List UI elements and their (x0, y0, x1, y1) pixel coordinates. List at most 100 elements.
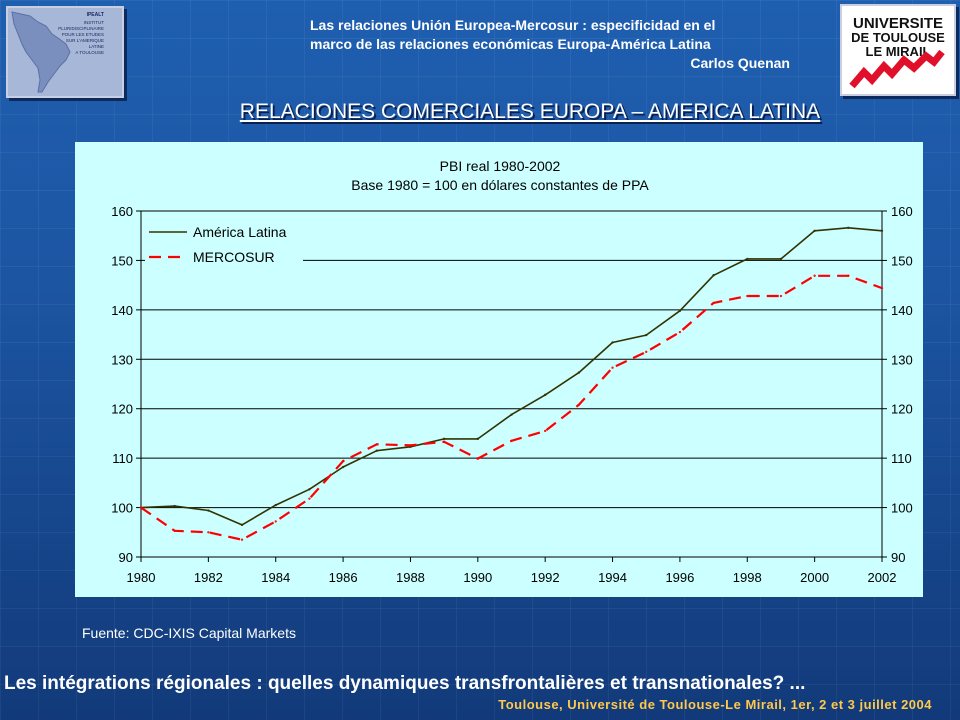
x-tick-label-1986: 1986 (329, 570, 358, 585)
data-point-s1-2000 (813, 274, 816, 277)
logo-left-text-1: INSTITUT (84, 20, 104, 25)
y-tick-label-right-150: 150 (891, 253, 913, 268)
logo-right-line-2: LE MIRAIL (866, 44, 931, 59)
chart-title: PBI real 1980-2002 (440, 158, 561, 174)
y-tick-label-right-90: 90 (891, 550, 905, 565)
y-tick-label-right-110: 110 (891, 451, 912, 466)
x-tick-label-1994: 1994 (598, 570, 627, 585)
header-line-2: marco de las relaciones económicas Europ… (310, 36, 711, 52)
data-point-s0-2002 (880, 229, 884, 232)
data-point-s0-1996 (678, 309, 682, 313)
conference-title: Les intégrations régionales : quelles dy… (4, 673, 806, 694)
y-tick-label-right-140: 140 (891, 303, 913, 318)
data-point-s1-1987 (375, 443, 378, 446)
data-point-s1-1982 (207, 531, 210, 534)
data-point-s0-1994 (611, 341, 614, 344)
data-point-s0-2000 (813, 229, 816, 232)
logo-left-text-0: IPEALT (87, 12, 104, 18)
data-point-s1-1984 (274, 520, 277, 523)
data-point-s1-1990 (476, 457, 480, 460)
x-tick-label-2000: 2000 (800, 570, 829, 585)
slide-title: RELACIONES COMERCIALES EUROPA – AMERICA … (239, 100, 821, 123)
x-tick-label-1982: 1982 (194, 570, 223, 585)
data-point-s0-1983 (240, 523, 244, 527)
logo-right-line-0: UNIVERSITE (853, 15, 943, 32)
data-point-s1-1988 (409, 444, 412, 447)
plot-frame (140, 210, 883, 558)
legend-box (145, 218, 303, 268)
data-point-s0-2001 (847, 226, 850, 230)
x-tick-label-1998: 1998 (733, 570, 762, 585)
utm-logo: UNIVERSITE DE TOULOUSE LE MIRAIL (840, 4, 956, 96)
data-point-s0-1991 (510, 413, 513, 416)
chart-area: PBI real 1980-2002 Base 1980 = 100 en dó… (75, 142, 923, 597)
ipealt-logo: IPEALT INSTITUT PLURIDISCIPLINAIRE POUR … (6, 6, 124, 98)
x-tick-label-1988: 1988 (396, 570, 425, 585)
series-line-0 (140, 227, 883, 526)
y-tick-label-left-110: 110 (112, 451, 133, 466)
logo-right-line-1: DE TOULOUSE (851, 30, 945, 45)
data-point-s1-1985 (308, 497, 311, 500)
logo-left-text-2: PLURIDISCIPLINAIRE (58, 26, 104, 31)
data-point-s1-1980 (139, 506, 143, 509)
source-note: Fuente: CDC-IXIS Capital Markets (82, 625, 296, 641)
data-point-s1-1983 (240, 538, 244, 541)
logo-left-text-4: SUR L'AMERIQUE (66, 38, 104, 43)
university-logo-icon: UNIVERSITE DE TOULOUSE LE MIRAIL (842, 6, 954, 94)
y-tick-label-left-120: 120 (111, 402, 133, 417)
x-tick-label-1980: 1980 (127, 570, 156, 585)
presentation-header: Las relaciones Unión Europea-Mercosur : … (300, 16, 790, 73)
y-tick-label-left-100: 100 (111, 501, 133, 516)
y-tick-label-right-160: 160 (891, 204, 913, 219)
header-line-1: Las relaciones Unión Europea-Mercosur : … (310, 17, 716, 33)
y-tick-label-left-130: 130 (111, 352, 133, 367)
y-tick-label-left-140: 140 (111, 303, 133, 318)
data-point-s0-1998 (746, 257, 749, 261)
data-point-s1-1981 (173, 529, 176, 533)
conference-details: Toulouse, Université de Toulouse-Le Mira… (498, 697, 932, 712)
data-point-s1-1986 (341, 459, 345, 463)
data-point-s0-1993 (577, 371, 581, 374)
data-point-s0-1986 (341, 465, 345, 469)
data-point-s1-1994 (611, 366, 614, 369)
y-tick-label-left-160: 160 (111, 204, 133, 219)
chart-subtitle: Base 1980 = 100 en dólares constantes de… (351, 177, 649, 193)
x-tick-label-1992: 1992 (531, 570, 560, 585)
data-point-s0-1985 (308, 488, 311, 491)
data-point-s1-2001 (847, 274, 850, 277)
series-line-1 (140, 274, 883, 541)
x-tick-label-1990: 1990 (463, 570, 492, 585)
data-point-s1-1992 (543, 429, 547, 433)
data-point-s0-1995 (645, 333, 648, 337)
data-point-s0-1987 (375, 449, 378, 452)
legend-label-0: América Latina (193, 224, 287, 240)
logo-left-text-6: A TOULOUSE (75, 50, 104, 55)
data-point-s1-1998 (746, 294, 749, 298)
data-point-s1-1993 (577, 403, 581, 406)
data-point-s0-1997 (712, 274, 715, 277)
legend-label-1: MERCOSUR (193, 249, 275, 265)
data-point-s0-1990 (476, 437, 480, 441)
data-point-s0-1999 (779, 257, 783, 261)
gdp-line-chart: PBI real 1980-2002 Base 1980 = 100 en dó… (111, 158, 913, 585)
data-point-s0-1984 (274, 503, 277, 507)
y-tick-label-left-150: 150 (111, 253, 133, 268)
data-point-s0-1989 (442, 437, 446, 441)
data-point-s1-1991 (510, 439, 513, 443)
data-point-s1-1999 (779, 294, 783, 298)
data-point-s1-1997 (712, 301, 715, 305)
latin-america-map-icon: IPEALT INSTITUT PLURIDISCIPLINAIRE POUR … (8, 8, 122, 96)
y-tick-label-right-130: 130 (891, 352, 913, 367)
x-tick-label-2002: 2002 (868, 570, 897, 585)
y-tick-label-right-100: 100 (891, 501, 913, 516)
data-point-s0-1992 (543, 393, 547, 397)
logo-left-text-3: POUR LES ETUDES (62, 32, 104, 37)
x-tick-label-1996: 1996 (665, 570, 694, 585)
data-point-s1-2002 (880, 286, 884, 290)
logo-left-text-5: LATINE (89, 44, 104, 49)
data-point-s0-1981 (173, 504, 176, 508)
x-tick-label-1984: 1984 (261, 570, 290, 585)
author-name: Carlos Quenan (690, 55, 790, 71)
data-point-s1-1989 (442, 440, 446, 444)
y-tick-label-right-120: 120 (891, 402, 913, 417)
